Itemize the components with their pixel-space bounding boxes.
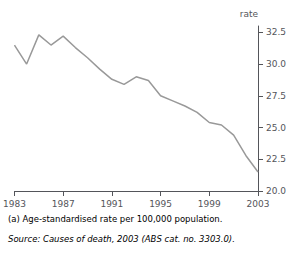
svg-text:1995: 1995 xyxy=(149,199,172,209)
svg-text:2003: 2003 xyxy=(247,199,270,209)
svg-text:1999: 1999 xyxy=(198,199,221,209)
svg-text:32.5: 32.5 xyxy=(266,27,286,37)
svg-text:1991: 1991 xyxy=(100,199,123,209)
svg-text:30.0: 30.0 xyxy=(266,59,286,69)
svg-text:rate: rate xyxy=(240,9,259,19)
svg-text:25.0: 25.0 xyxy=(266,123,286,133)
svg-text:Source: Causes of death, 2003: Source: Causes of death, 2003 (ABS cat. … xyxy=(8,234,235,244)
svg-text:1983: 1983 xyxy=(3,199,26,209)
svg-text:27.5: 27.5 xyxy=(266,91,286,101)
svg-text:22.5: 22.5 xyxy=(266,154,286,164)
svg-text:20.0: 20.0 xyxy=(266,186,286,196)
svg-text:(a) Age-standardised rate per: (a) Age-standardised rate per 100,000 po… xyxy=(8,214,222,224)
svg-text:1987: 1987 xyxy=(52,199,75,209)
